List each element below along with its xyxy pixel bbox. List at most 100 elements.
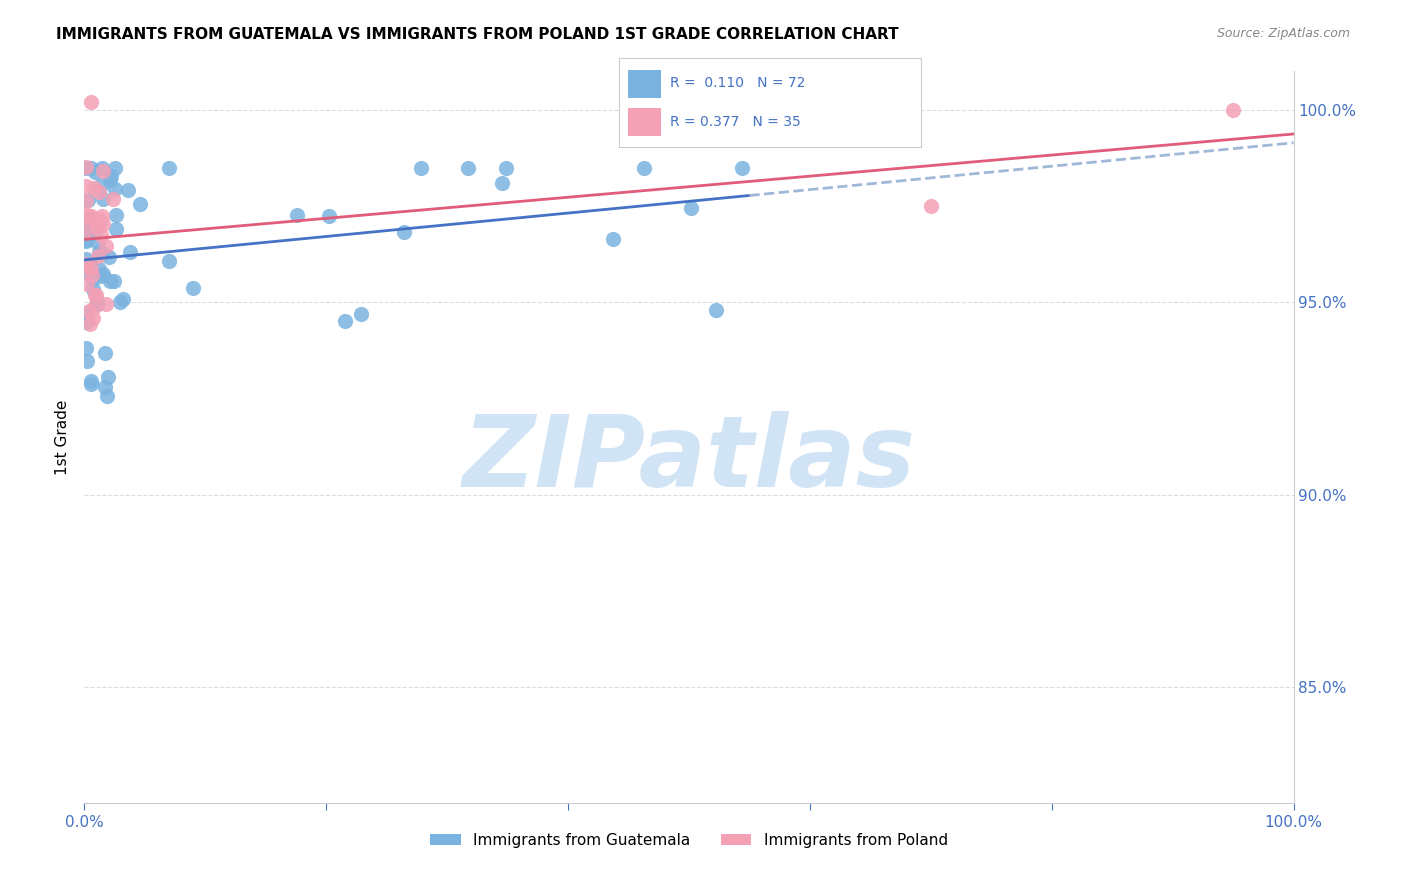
Point: [76, 277, 98, 291]
Point: [77, 211, 100, 225]
Point: [97, 370, 120, 384]
Point: [82, 282, 104, 296]
Point: [731, 161, 754, 175]
Point: [75, 252, 97, 267]
Point: [86, 219, 108, 234]
Point: [704, 302, 727, 317]
Point: [98, 172, 121, 186]
Point: [91, 217, 114, 231]
Point: [75, 161, 97, 175]
Text: Source: ZipAtlas.com: Source: ZipAtlas.com: [1216, 27, 1350, 40]
Point: [75, 194, 97, 209]
Point: [77, 257, 100, 271]
Point: [318, 209, 340, 223]
Point: [602, 232, 624, 246]
FancyBboxPatch shape: [627, 70, 661, 98]
Point: [129, 196, 152, 211]
Point: [920, 199, 942, 213]
FancyBboxPatch shape: [627, 108, 661, 136]
Point: [394, 225, 416, 239]
Point: [98, 250, 121, 264]
Point: [633, 161, 655, 175]
Point: [76, 223, 98, 237]
Point: [82, 272, 104, 286]
Point: [90, 245, 112, 260]
Point: [83, 181, 105, 195]
Point: [79, 317, 101, 331]
Point: [157, 161, 180, 175]
Point: [86, 220, 108, 235]
Point: [103, 274, 125, 288]
Point: [82, 221, 104, 235]
Point: [104, 182, 127, 196]
Point: [76, 210, 98, 224]
Text: R =  0.110   N = 72: R = 0.110 N = 72: [671, 76, 806, 90]
Point: [80, 95, 103, 110]
Point: [87, 245, 110, 260]
Point: [82, 268, 104, 283]
Point: [83, 225, 105, 239]
Point: [112, 292, 135, 306]
Point: [84, 212, 107, 227]
Point: [679, 201, 702, 215]
Point: [350, 307, 373, 321]
Point: [93, 379, 115, 393]
Point: [91, 209, 114, 223]
Point: [76, 215, 98, 229]
Point: [93, 192, 115, 206]
Text: R = 0.377   N = 35: R = 0.377 N = 35: [671, 115, 801, 129]
Point: [96, 389, 118, 403]
Point: [94, 297, 117, 311]
Point: [1222, 103, 1244, 117]
Point: [80, 374, 103, 388]
Point: [84, 165, 107, 179]
Point: [80, 161, 103, 175]
Point: [82, 227, 104, 241]
Point: [83, 299, 105, 313]
Point: [75, 160, 97, 174]
Point: [90, 161, 112, 175]
Point: [75, 260, 97, 274]
Point: [117, 183, 139, 197]
Point: [79, 258, 101, 272]
Point: [87, 235, 110, 250]
Point: [76, 354, 98, 368]
Point: [90, 178, 112, 192]
Point: [87, 262, 110, 277]
Point: [91, 269, 114, 284]
Point: [87, 248, 110, 262]
Point: [118, 244, 141, 259]
Point: [96, 239, 118, 253]
Point: [75, 257, 97, 271]
Text: ZIPatlas: ZIPatlas: [463, 410, 915, 508]
Text: IMMIGRANTS FROM GUATEMALA VS IMMIGRANTS FROM POLAND 1ST GRADE CORRELATION CHART: IMMIGRANTS FROM GUATEMALA VS IMMIGRANTS …: [56, 27, 898, 42]
Point: [76, 220, 98, 235]
Point: [89, 185, 111, 199]
Point: [157, 254, 180, 268]
Point: [76, 267, 98, 281]
Point: [94, 346, 117, 360]
Point: [108, 295, 131, 310]
Point: [98, 274, 121, 288]
Point: [75, 315, 97, 329]
Point: [80, 260, 103, 275]
Point: [82, 310, 104, 325]
Point: [75, 233, 97, 247]
Point: [100, 169, 122, 183]
Point: [76, 208, 98, 222]
Point: [181, 281, 204, 295]
Point: [80, 209, 103, 223]
Point: [87, 212, 110, 227]
Point: [495, 161, 517, 175]
Point: [104, 222, 127, 236]
Point: [103, 193, 125, 207]
Point: [491, 176, 513, 190]
Point: [75, 341, 97, 355]
Point: [80, 377, 103, 392]
Point: [457, 161, 479, 175]
Point: [76, 306, 98, 320]
Point: [87, 218, 110, 232]
Point: [75, 178, 97, 193]
Point: [86, 293, 108, 308]
Point: [333, 314, 356, 328]
